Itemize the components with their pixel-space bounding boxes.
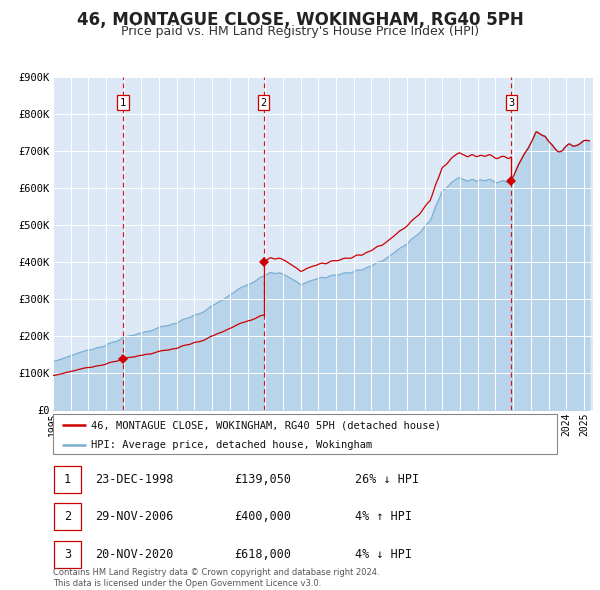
Text: 3: 3 bbox=[508, 97, 514, 107]
Text: 3: 3 bbox=[64, 548, 71, 561]
Text: 4% ↑ HPI: 4% ↑ HPI bbox=[355, 510, 412, 523]
Text: 2: 2 bbox=[64, 510, 71, 523]
Text: 1: 1 bbox=[120, 97, 126, 107]
Bar bbox=[55, 503, 80, 530]
Text: 23-DEC-1998: 23-DEC-1998 bbox=[95, 473, 173, 486]
Text: £400,000: £400,000 bbox=[234, 510, 291, 523]
Text: 4% ↓ HPI: 4% ↓ HPI bbox=[355, 548, 412, 561]
Text: 46, MONTAGUE CLOSE, WOKINGHAM, RG40 5PH (detached house): 46, MONTAGUE CLOSE, WOKINGHAM, RG40 5PH … bbox=[91, 420, 440, 430]
Text: 2: 2 bbox=[260, 97, 267, 107]
Bar bbox=[55, 466, 80, 493]
Text: 46, MONTAGUE CLOSE, WOKINGHAM, RG40 5PH: 46, MONTAGUE CLOSE, WOKINGHAM, RG40 5PH bbox=[77, 11, 523, 29]
Text: 20-NOV-2020: 20-NOV-2020 bbox=[95, 548, 173, 561]
Bar bbox=[55, 540, 80, 568]
Text: £139,050: £139,050 bbox=[234, 473, 291, 486]
Text: 26% ↓ HPI: 26% ↓ HPI bbox=[355, 473, 419, 486]
Text: 29-NOV-2006: 29-NOV-2006 bbox=[95, 510, 173, 523]
Text: £618,000: £618,000 bbox=[234, 548, 291, 561]
Text: Contains HM Land Registry data © Crown copyright and database right 2024.
This d: Contains HM Land Registry data © Crown c… bbox=[53, 568, 379, 588]
Text: Price paid vs. HM Land Registry's House Price Index (HPI): Price paid vs. HM Land Registry's House … bbox=[121, 25, 479, 38]
Text: HPI: Average price, detached house, Wokingham: HPI: Average price, detached house, Woki… bbox=[91, 441, 372, 451]
Text: 1: 1 bbox=[64, 473, 71, 486]
